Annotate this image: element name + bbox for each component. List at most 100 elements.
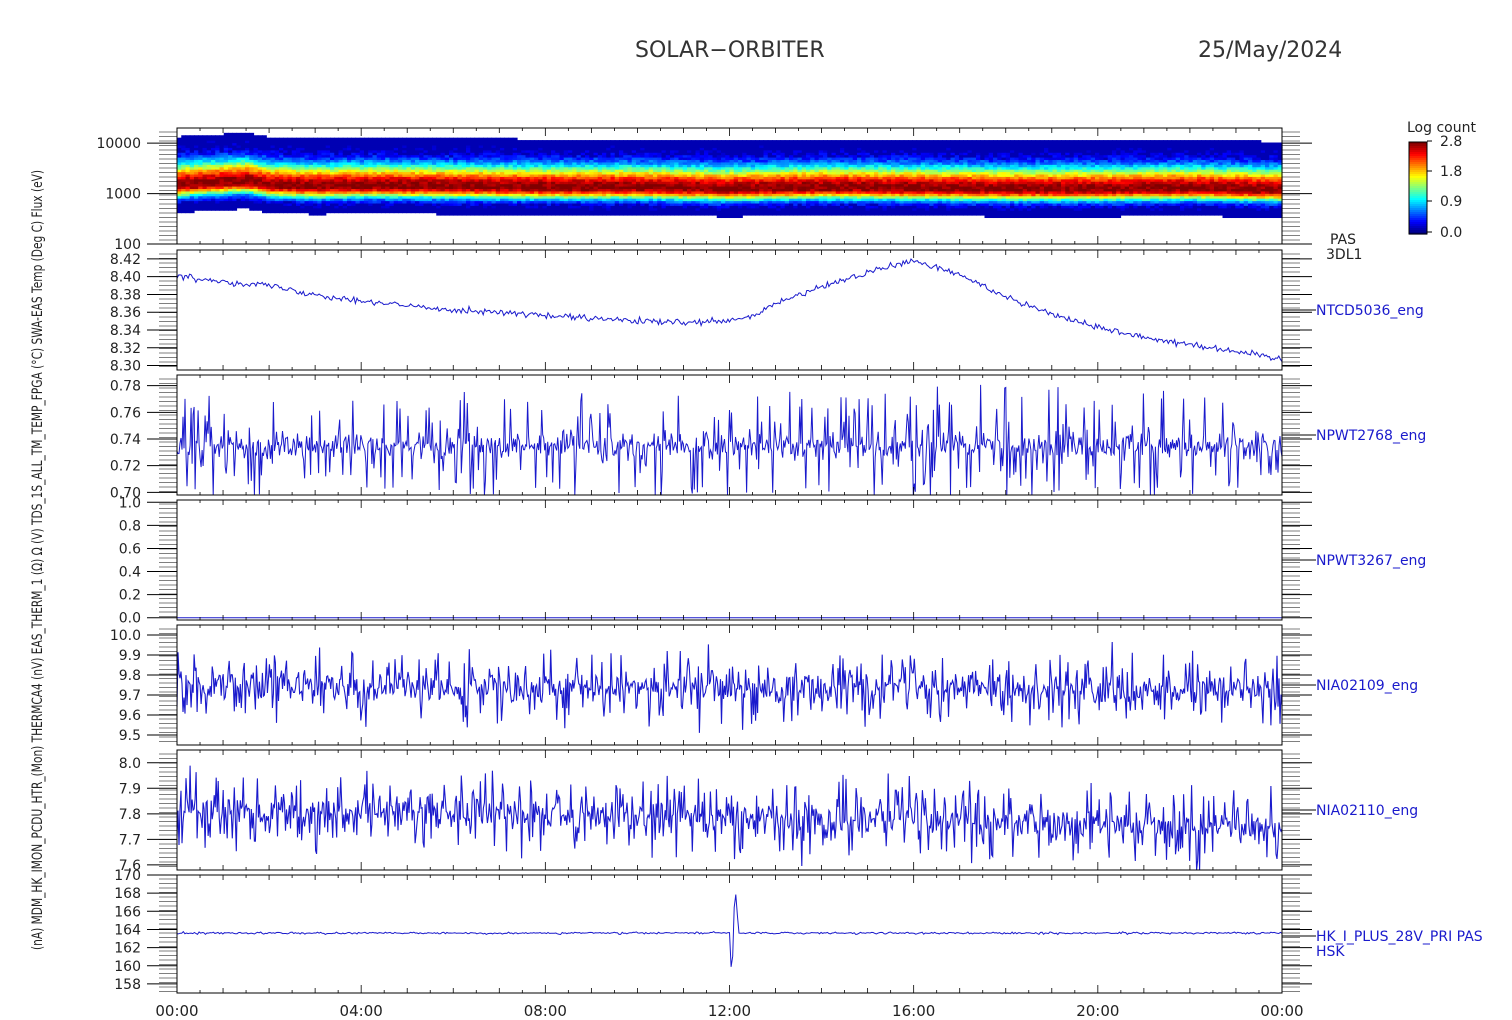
heatmap-cell — [619, 142, 624, 146]
heatmap-cell — [202, 154, 208, 158]
heatmap-cell — [202, 149, 208, 153]
heatmap-cell — [585, 149, 590, 153]
heatmap-cell — [551, 144, 556, 148]
heatmap-cell — [614, 176, 620, 180]
heatmap-cell — [245, 144, 250, 148]
heatmap-cell — [517, 188, 522, 192]
heatmap-cell — [755, 173, 760, 177]
heatmap-cell — [177, 198, 182, 202]
heatmap-cell — [627, 212, 633, 216]
heatmap-cell — [381, 173, 386, 177]
heatmap-cell — [818, 181, 824, 185]
heatmap-cell — [542, 142, 548, 146]
heatmap-cell — [563, 147, 569, 151]
heatmap-cell — [644, 200, 650, 204]
heatmap-cell — [495, 161, 501, 165]
heatmap-cell — [228, 178, 233, 182]
heatmap-cell — [240, 166, 246, 170]
heatmap-cell — [568, 212, 573, 216]
heatmap-cell — [198, 169, 204, 173]
heatmap-cell — [470, 140, 476, 144]
heatmap-cell — [801, 186, 807, 190]
heatmap-cell — [304, 183, 310, 187]
heatmap-cell — [831, 212, 837, 216]
heatmap-cell — [453, 169, 459, 173]
heatmap-cell — [389, 193, 395, 197]
heatmap-cell — [364, 205, 369, 209]
heatmap-cell — [415, 210, 420, 214]
heatmap-cell — [219, 159, 225, 163]
heatmap-cell — [402, 178, 408, 182]
heatmap-cell — [308, 178, 314, 182]
heatmap-cell — [291, 210, 297, 214]
heatmap-cell — [228, 135, 233, 139]
heatmap-cell — [347, 210, 352, 214]
heatmap-cell — [585, 159, 590, 163]
heatmap-cell — [551, 205, 556, 209]
heatmap-cell — [831, 190, 837, 194]
heatmap-cell — [776, 202, 782, 206]
heatmap-cell — [202, 193, 208, 197]
heatmap-cell — [419, 154, 425, 158]
heatmap-cell — [776, 198, 782, 202]
heatmap-cell — [321, 173, 327, 177]
heatmap-cell — [321, 207, 327, 211]
heatmap-cell — [474, 200, 480, 204]
heatmap-cell — [759, 154, 765, 158]
heatmap-cell — [351, 157, 357, 161]
heatmap-cell — [389, 205, 395, 209]
heatmap-cell — [806, 142, 811, 146]
heatmap-cell — [427, 149, 433, 153]
heatmap-cell — [814, 166, 820, 170]
heatmap-cell — [304, 205, 310, 209]
heatmap-cell — [712, 210, 718, 214]
heatmap-cell — [789, 195, 794, 199]
heatmap-cell — [623, 140, 629, 144]
heatmap-cell — [194, 200, 199, 204]
heatmap-cell — [823, 159, 828, 163]
heatmap-cell — [606, 154, 612, 158]
heatmap-cell — [483, 210, 488, 214]
heatmap-cell — [835, 181, 841, 185]
heatmap-cell — [670, 181, 675, 185]
heatmap-cell — [232, 195, 238, 199]
heatmap-cell — [291, 140, 297, 144]
heatmap-cell — [742, 147, 748, 151]
heatmap-cell — [844, 178, 850, 182]
heatmap-cell — [687, 183, 692, 187]
heatmap-cell — [772, 193, 777, 197]
heatmap-cell — [287, 190, 293, 194]
heatmap-cell — [784, 188, 790, 192]
heatmap-cell — [678, 171, 684, 175]
heatmap-cell — [733, 178, 739, 182]
heatmap-cell — [784, 186, 790, 190]
heatmap-cell — [300, 198, 306, 202]
heatmap-cell — [687, 193, 692, 197]
heatmap-cell — [806, 161, 811, 165]
heatmap-cell — [236, 140, 242, 144]
heatmap-cell — [789, 212, 794, 216]
heatmap-cell — [372, 183, 378, 187]
heatmap-cell — [410, 190, 416, 194]
heatmap-cell — [393, 205, 399, 209]
heatmap-cell — [759, 171, 765, 175]
heatmap-cell — [211, 193, 216, 197]
heatmap-cell — [810, 171, 816, 175]
heatmap-cell — [678, 178, 684, 182]
heatmap-cell — [270, 181, 276, 185]
heatmap-cell — [406, 178, 412, 182]
heatmap-cell — [257, 161, 263, 165]
heatmap-cell — [593, 181, 599, 185]
heatmap-cell — [198, 142, 204, 146]
heatmap-cell — [657, 152, 663, 156]
heatmap-cell — [385, 137, 391, 141]
heatmap-cell — [848, 207, 854, 211]
heatmap-cell — [300, 144, 306, 148]
heatmap-cell — [793, 140, 799, 144]
heatmap-cell — [623, 207, 629, 211]
heatmap-cell — [534, 190, 539, 194]
heatmap-cell — [627, 176, 633, 180]
heatmap-cell — [402, 137, 408, 141]
heatmap-cell — [746, 190, 752, 194]
heatmap-cell — [194, 166, 199, 170]
